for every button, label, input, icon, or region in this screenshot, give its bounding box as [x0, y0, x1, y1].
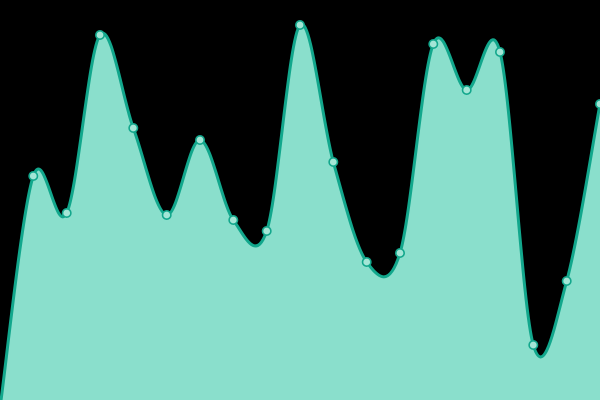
- data-point-marker[interactable]: [328, 157, 339, 168]
- data-point-marker[interactable]: [361, 256, 372, 267]
- data-point-markers: [28, 19, 600, 350]
- data-point-marker[interactable]: [461, 85, 472, 96]
- data-point-marker[interactable]: [494, 46, 505, 57]
- data-point-marker[interactable]: [261, 226, 272, 237]
- data-point-marker[interactable]: [528, 339, 539, 350]
- data-point-marker[interactable]: [161, 210, 172, 221]
- data-point-marker[interactable]: [95, 29, 106, 40]
- data-point-marker[interactable]: [128, 123, 139, 134]
- data-point-marker[interactable]: [428, 38, 439, 49]
- data-point-marker[interactable]: [195, 135, 206, 146]
- data-point-marker[interactable]: [595, 99, 600, 109]
- data-point-marker[interactable]: [61, 208, 72, 219]
- data-point-marker[interactable]: [294, 19, 305, 30]
- data-point-marker[interactable]: [394, 248, 405, 259]
- data-point-marker[interactable]: [228, 215, 239, 226]
- data-point-marker[interactable]: [561, 275, 572, 286]
- data-point-marker[interactable]: [28, 171, 39, 182]
- area-fill: [1, 24, 600, 400]
